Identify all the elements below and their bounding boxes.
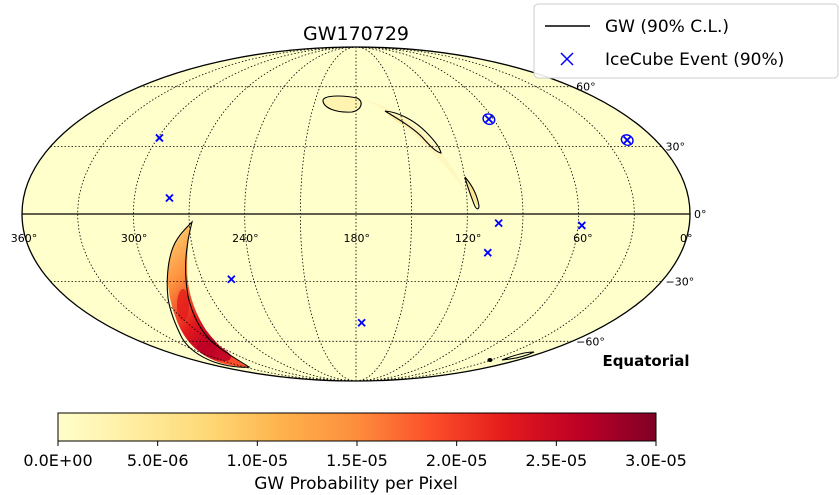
- meridian-line: [355, 47, 580, 381]
- ra-tick-label: 300°: [121, 232, 148, 245]
- icecube-event-marker: [357, 318, 366, 327]
- dec-tick-label: −30°: [666, 275, 695, 288]
- legend-icecube-label: IceCube Event (90%): [605, 50, 784, 70]
- ra-tick-label: 60°: [573, 232, 593, 245]
- icecube-event-marker: [623, 135, 632, 145]
- icecube-events: [155, 113, 634, 327]
- colorbar-tick-label: 3.0E-05: [625, 451, 687, 470]
- colorbar-tick-label: 2.0E-05: [426, 451, 488, 470]
- gw-heat-main-south-arc: [167, 224, 248, 367]
- colorbar-gradient: [57, 412, 657, 442]
- icecube-event-marker: [484, 115, 494, 124]
- gw-heat-north-blob: [324, 96, 360, 112]
- colorbar: 0.0E+00 5.0E-06 1.0E-05 1.5E-05 2.0E-05 2.5E-…: [23, 412, 687, 494]
- icecube-event-marker: [165, 193, 174, 203]
- colorbar-tick-label: 1.5E-05: [326, 451, 388, 470]
- colorbar-tick-label: 5.0E-06: [127, 451, 189, 470]
- icecube-event-marker: [227, 275, 236, 284]
- colorbar-label: GW Probability per Pixel: [254, 474, 458, 494]
- legend-gw-label: GW (90% C.L.): [605, 17, 729, 37]
- gw-contours: [166, 95, 535, 368]
- icecube-event-marker: [155, 133, 164, 143]
- ra-tick-labels: 360° 300° 240° 180° 120° 60° 0°: [11, 232, 693, 245]
- ra-tick-label: 0°: [680, 232, 693, 245]
- ra-tick-label: 120°: [455, 232, 482, 245]
- gw-contour-north-arc: [384, 110, 442, 154]
- gw-probability-regions: [167, 96, 478, 367]
- frame-label: Equatorial: [602, 352, 689, 370]
- sky-outline: [21, 46, 691, 382]
- colorbar-tick-label: 2.5E-05: [525, 451, 587, 470]
- colorbar-tick-label: 0.0E+00: [23, 451, 92, 470]
- meridian-line: [355, 47, 524, 381]
- dec-tick-label: 0°: [694, 208, 707, 221]
- colorbar-ticks: 0.0E+00 5.0E-06 1.0E-05 1.5E-05 2.0E-05 2.5E-…: [23, 441, 687, 470]
- legend-icecube-swatch: [560, 52, 574, 66]
- chart-title: GW170729: [303, 23, 409, 45]
- gw-contour-main-south-arc: [166, 220, 251, 368]
- gw-contour-equatorial-sliver: [464, 176, 480, 210]
- meridian-line: [188, 47, 357, 381]
- gw-contour-south-dot: [487, 357, 493, 363]
- ra-tick-label: 360°: [11, 232, 38, 245]
- legend: GW (90% C.L.) IceCube Event (90%): [533, 3, 839, 79]
- icecube-event-marker: [494, 219, 503, 228]
- dec-tick-label: 60°: [576, 81, 596, 94]
- gw-heat-main-core: [196, 342, 232, 362]
- dec-tick-label: −60°: [576, 335, 605, 348]
- dec-tick-label: 30°: [666, 141, 686, 154]
- gw-heat-main-mid: [177, 289, 189, 321]
- icecube-event-marker: [577, 221, 586, 230]
- dec-tick-labels: 60° 30° 0° −30° −60°: [576, 81, 706, 349]
- legend-box: [533, 3, 839, 79]
- gw-contour-south-sliver: [501, 351, 535, 361]
- colorbar-tick-label: 1.0E-05: [226, 451, 288, 470]
- gw-contour-north-blob: [322, 95, 362, 113]
- ra-tick-label: 240°: [232, 232, 259, 245]
- icecube-error-region: [482, 113, 496, 126]
- icecube-event-marker: [483, 248, 492, 257]
- gw-heat-equatorial-sliver: [466, 178, 478, 208]
- ra-tick-label: 180°: [344, 232, 371, 245]
- icecube-error-region: [620, 134, 634, 146]
